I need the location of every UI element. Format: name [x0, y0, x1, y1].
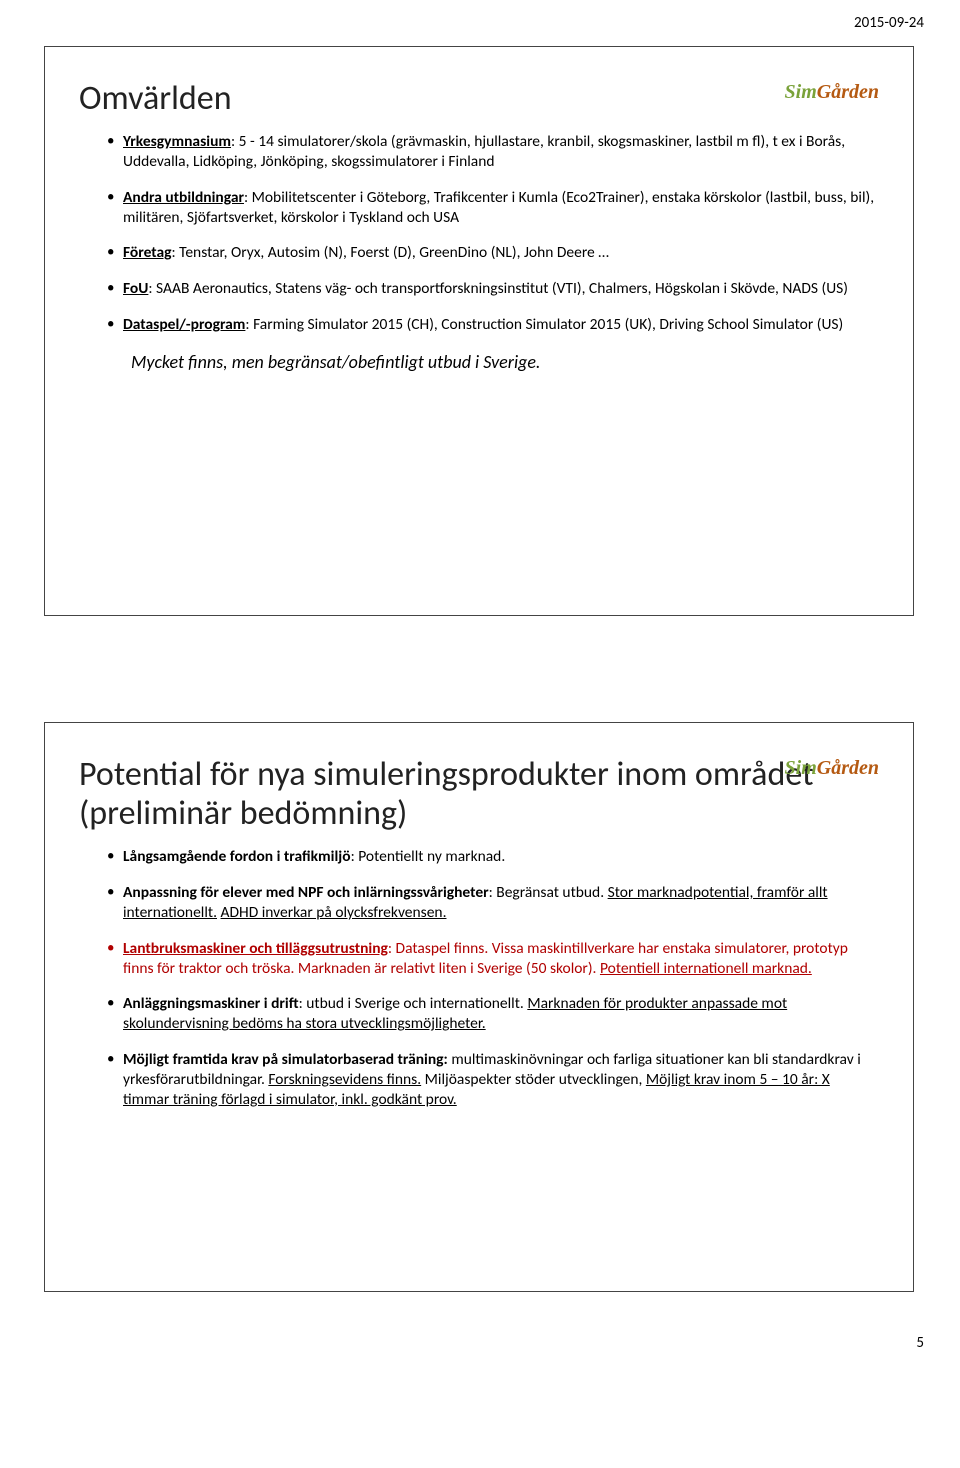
brand-sim: Sim [785, 81, 817, 103]
bullet-text-underline: ADHD inverkar på olycksfrekvensen. [221, 903, 447, 922]
list-item: Andra utbildningar: Mobilitetscenter i G… [107, 188, 879, 228]
slide-1-bullets: Yrkesgymnasium: 5 - 14 simulatorer/skola… [79, 132, 879, 335]
brand-garden: Gården [817, 757, 879, 779]
list-item: Företag: Tenstar, Oryx, Autosim (N), Foe… [107, 243, 879, 263]
bullet-text: Marknaden är relativt liten i Sverige (5… [298, 959, 600, 978]
bullet-lead: FoU [123, 279, 148, 298]
slide-1-title: Omvärlden [79, 79, 879, 118]
bullet-text: : Begränsat utbud. [489, 883, 608, 902]
page-number: 5 [0, 1328, 960, 1368]
list-item: Dataspel/-program: Farming Simulator 201… [107, 315, 879, 335]
list-item: Möjligt framtida krav på simulatorbasera… [107, 1050, 879, 1109]
bullet-lead: Företag [123, 243, 172, 262]
slide-2-bullets: Långsamgående fordon i trafikmiljö: Pote… [79, 847, 879, 1109]
list-item: Långsamgående fordon i trafikmiljö: Pote… [107, 847, 879, 867]
list-item: Anläggningsmaskiner i drift: utbud i Sve… [107, 994, 879, 1034]
page-date: 2015-09-24 [0, 0, 960, 36]
bullet-lead: Dataspel/-program [123, 315, 245, 334]
bullet-text: : Farming Simulator 2015 (CH), Construct… [245, 315, 843, 334]
bullet-lead: Yrkesgymnasium [123, 132, 231, 151]
list-item: Yrkesgymnasium: 5 - 14 simulatorer/skola… [107, 132, 879, 172]
slide-1: SimGården Omvärlden Yrkesgymnasium: 5 - … [44, 46, 914, 616]
bullet-lead: Andra utbildningar [123, 188, 244, 207]
bullet-lead: Anläggningsmaskiner i drift [123, 994, 299, 1013]
bullet-text: : Potentiellt ny marknad. [351, 847, 506, 866]
brand-logo: SimGården [785, 81, 879, 104]
bullet-text: : 5 - 14 simulatorer/skola (grävmaskin, … [123, 132, 845, 171]
bullet-text: : Tenstar, Oryx, Autosim (N), Foerst (D)… [172, 243, 609, 262]
bullet-text-underline: Potentiell internationell marknad. [600, 959, 812, 978]
slide-2-header: SimGården Potential för nya simuleringsp… [79, 755, 879, 833]
bullet-text-underline: Forskningsevidens finns. [268, 1070, 421, 1089]
list-item: FoU: SAAB Aeronautics, Statens väg- och … [107, 279, 879, 299]
slide-2: SimGården Potential för nya simuleringsp… [44, 722, 914, 1292]
slide-1-header: SimGården Omvärlden [79, 79, 879, 118]
bullet-lead: Möjligt framtida krav på simulatorbasera… [123, 1050, 448, 1069]
list-item: Anpassning för elever med NPF och inlärn… [107, 883, 879, 923]
bullet-text: : SAAB Aeronautics, Statens väg- och tra… [148, 279, 848, 298]
bullet-text: Miljöaspekter stöder utvecklingen, [421, 1070, 646, 1089]
brand-garden: Gården [817, 81, 879, 103]
bullet-lead: Anpassning för elever med NPF och inlärn… [123, 883, 489, 902]
brand-logo: SimGården [785, 757, 879, 780]
bullet-text: : utbud i Sverige och internationellt. [299, 994, 528, 1013]
bullet-lead: Lantbruksmaskiner och tilläggsutrustning [123, 939, 388, 958]
bullet-text: : Dataspel finns. [388, 939, 492, 958]
brand-sim: Sim [785, 757, 817, 779]
list-item-highlight: Lantbruksmaskiner och tilläggsutrustning… [107, 939, 879, 979]
slide-1-summary: Mycket finns, men begränsat/obefintligt … [131, 351, 879, 373]
slide-2-title: Potential för nya simuleringsprodukter i… [79, 755, 879, 833]
bullet-lead: Långsamgående fordon i trafikmiljö [123, 847, 351, 866]
